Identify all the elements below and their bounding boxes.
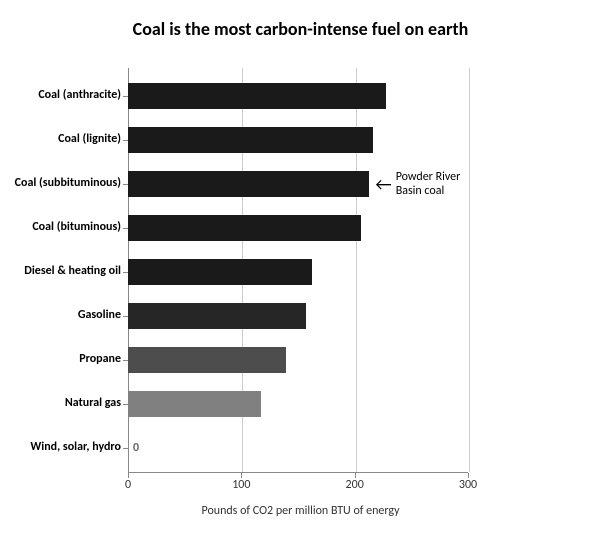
xtick-label: 100 xyxy=(232,478,250,492)
xtick-mark xyxy=(241,473,242,478)
xtick-label: 0 xyxy=(125,478,131,492)
arrow-left-icon: ← xyxy=(375,175,391,193)
bar-5 xyxy=(128,303,306,329)
category-tick xyxy=(123,140,128,141)
category-tick xyxy=(123,96,128,97)
category-tick xyxy=(123,228,128,229)
category-label-8: Wind, solar, hydro xyxy=(0,441,121,454)
xtick-mark xyxy=(355,473,356,478)
gridline-300 xyxy=(469,68,470,472)
category-label-5: Gasoline xyxy=(0,309,121,322)
category-tick xyxy=(123,404,128,405)
xtick-label: 200 xyxy=(346,478,364,492)
bar-7 xyxy=(128,391,261,417)
bar-3 xyxy=(128,215,361,241)
x-axis-label: Pounds of CO2 per million BTU of energy xyxy=(0,504,601,518)
category-label-3: Coal (bituminous) xyxy=(0,221,121,234)
annotation-text: Powder River Basin coal xyxy=(396,170,461,199)
bar-0 xyxy=(128,83,386,109)
bar-6 xyxy=(128,347,286,373)
category-tick xyxy=(123,360,128,361)
bar-4 xyxy=(128,259,312,285)
xtick-mark xyxy=(128,473,129,478)
bar-2 xyxy=(128,171,369,197)
chart-title: Coal is the most carbon-intense fuel on … xyxy=(0,18,601,40)
category-label-1: Coal (lignite) xyxy=(0,133,121,146)
category-tick xyxy=(123,316,128,317)
xtick-mark xyxy=(468,473,469,478)
category-tick xyxy=(123,272,128,273)
category-label-4: Diesel & heating oil xyxy=(0,265,121,278)
category-tick xyxy=(123,448,128,449)
category-tick xyxy=(123,184,128,185)
xtick-label: 300 xyxy=(459,478,477,492)
category-label-2: Coal (subbituminous) xyxy=(0,177,121,190)
annotation-powder-river: ← Powder River Basin coal xyxy=(375,170,460,199)
bar-1 xyxy=(128,127,373,153)
zero-value-label: 0 xyxy=(133,441,139,455)
category-label-0: Coal (anthracite) xyxy=(0,89,121,102)
category-label-6: Propane xyxy=(0,353,121,366)
category-label-7: Natural gas xyxy=(0,397,121,410)
